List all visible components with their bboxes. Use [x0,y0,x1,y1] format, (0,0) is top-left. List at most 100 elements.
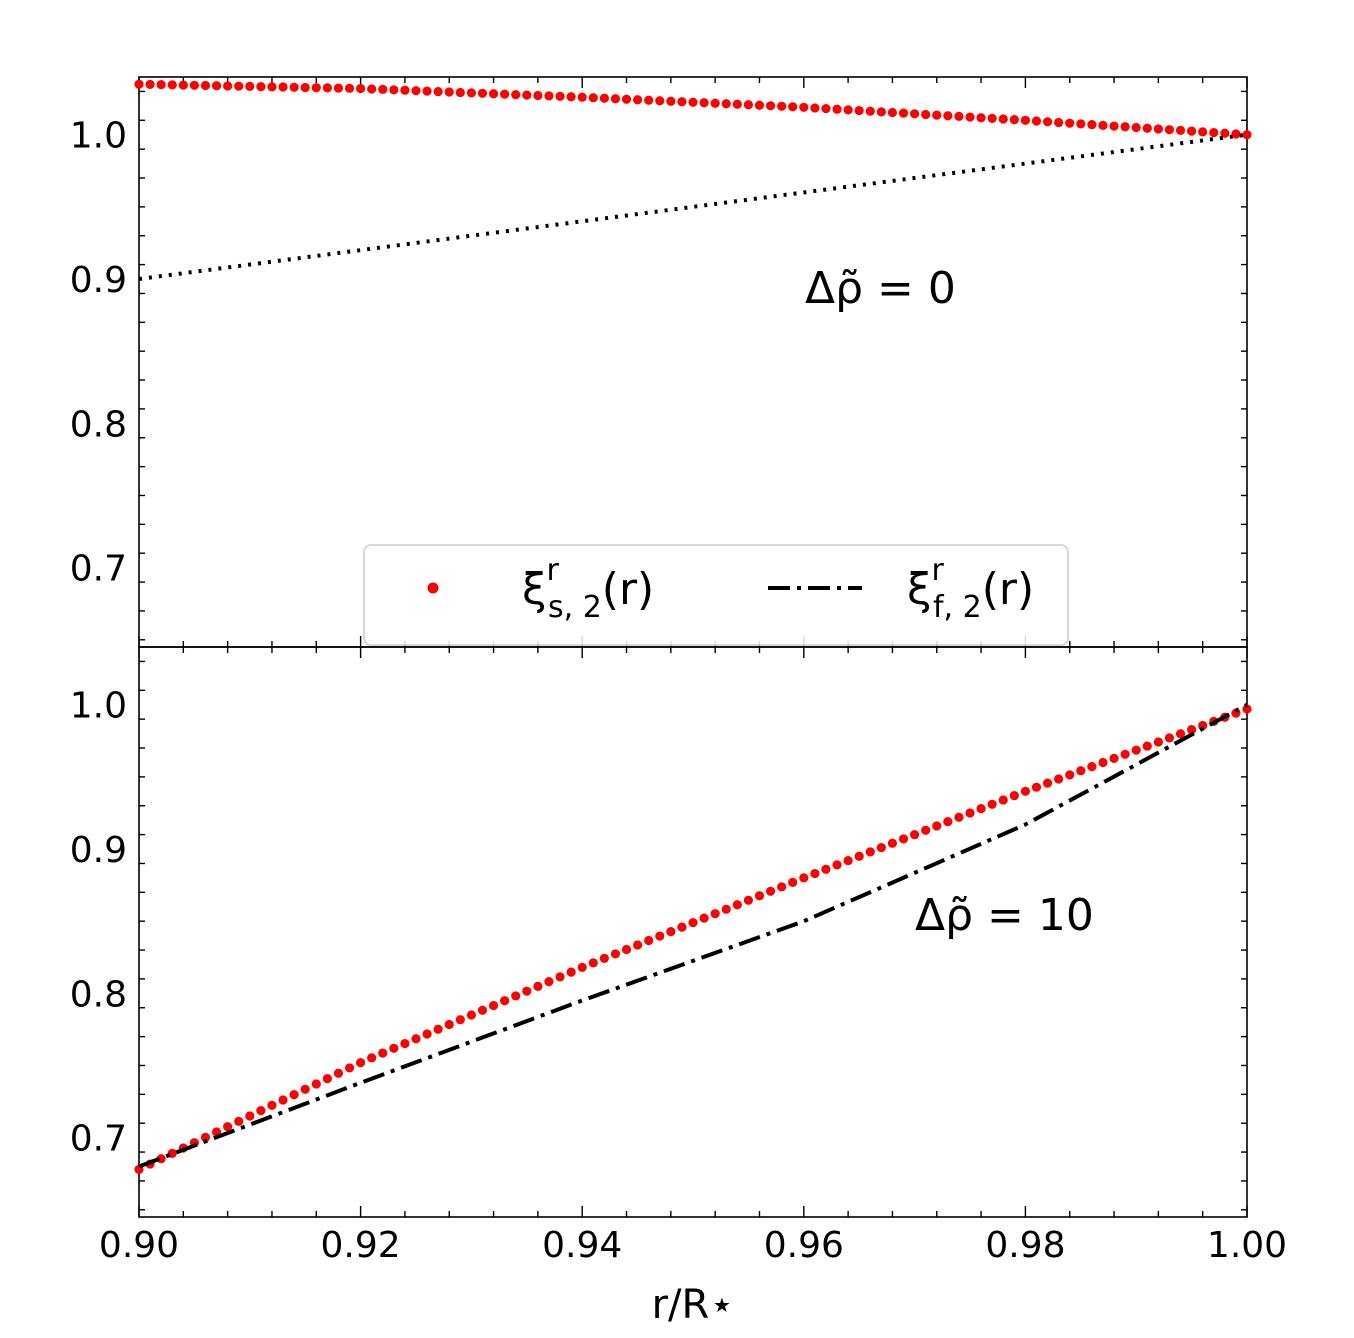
data-point [278,1095,288,1105]
data-point [666,96,676,106]
x-tick-label: 0.94 [542,1225,622,1266]
data-point [610,949,621,959]
data-point [710,98,720,108]
y-tick-label: 0.8 [70,974,127,1015]
data-point [887,838,898,848]
data-point [777,101,787,111]
x-tick-label: 0.90 [99,1225,179,1266]
data-point [699,98,709,108]
data-point [644,935,654,946]
data-point [810,103,820,113]
data-point [1153,124,1163,134]
data-point [910,829,920,840]
data-point [821,104,831,114]
data-point [455,87,465,98]
y-tick-label: 0.7 [70,549,127,590]
data-point [633,95,643,105]
data-point [1120,749,1130,759]
data-point [1242,704,1252,714]
data-point [998,795,1008,805]
series-dots [134,704,1252,1174]
data-point [599,953,609,964]
data-point [1020,115,1030,125]
data-point [987,113,997,123]
data-point [200,80,211,91]
data-point [721,904,731,914]
y-tick-label: 0.7 [70,1119,127,1160]
legend-symbol: ξ [907,564,932,615]
data-point [743,895,754,905]
data-point [1009,791,1019,801]
data-point [555,972,565,982]
data-point [898,834,909,844]
data-point [921,825,931,835]
plot-frame [138,646,1248,1218]
data-point [876,107,886,117]
data-point [477,88,488,98]
data-point [577,92,587,102]
data-point [976,804,986,814]
panel-annotation: Δρ̃ = 10 [915,890,1094,941]
data-point [422,86,432,96]
legend-superscript: r [547,553,560,588]
data-point [688,97,698,107]
data-point [311,1079,321,1089]
data-point [721,99,731,109]
x-tick-label: 0.96 [764,1225,844,1266]
data-point [965,112,975,122]
data-point [1220,128,1230,138]
data-point [976,113,986,123]
data-point [234,81,244,91]
data-point [466,1010,476,1020]
data-point [765,886,776,896]
x-tick-label: 0.98 [985,1225,1065,1266]
data-point [245,1111,255,1121]
data-point [743,100,754,110]
data-point [621,94,632,104]
data-point [1187,725,1197,735]
data-point [444,87,454,97]
data-point [688,918,698,928]
series-line-dotted [138,132,1248,281]
legend-entry-label: ξr s, 2(r) [522,553,654,625]
data-point [1087,120,1097,130]
data-point [1109,753,1119,764]
data-point [754,100,765,110]
data-point [832,860,842,870]
data-point [599,93,609,103]
legend-box [363,544,1069,646]
data-point [1054,117,1064,128]
legend-suffix: (r) [602,564,654,615]
data-point [832,104,842,114]
data-point [300,82,310,93]
data-point [1198,127,1208,137]
data-point [167,80,177,90]
data-point [367,1053,377,1063]
data-point [621,944,632,955]
data-point [765,101,776,111]
data-point [987,799,997,809]
data-point [522,986,532,996]
data-point [1031,116,1042,126]
data-point [278,82,288,92]
legend-subscript: f, 2 [933,590,982,625]
data-point [577,962,587,972]
data-point [1209,127,1219,138]
data-point [223,1122,233,1132]
data-point [677,922,687,932]
y-tick-label: 1.0 [70,116,127,157]
legend-entry-label: ξr f, 2(r) [907,553,1034,625]
data-point [267,1100,277,1110]
data-point [367,84,377,94]
data-point [1065,118,1075,128]
data-point [477,1005,488,1015]
data-point [843,855,853,866]
data-point [289,82,299,92]
data-point [887,107,898,118]
panel-annotation: Δρ̃ = 0 [805,263,956,314]
data-point [998,114,1008,124]
data-point [178,80,188,90]
data-point [777,882,787,892]
data-point [444,1019,454,1030]
data-point [1131,745,1141,755]
